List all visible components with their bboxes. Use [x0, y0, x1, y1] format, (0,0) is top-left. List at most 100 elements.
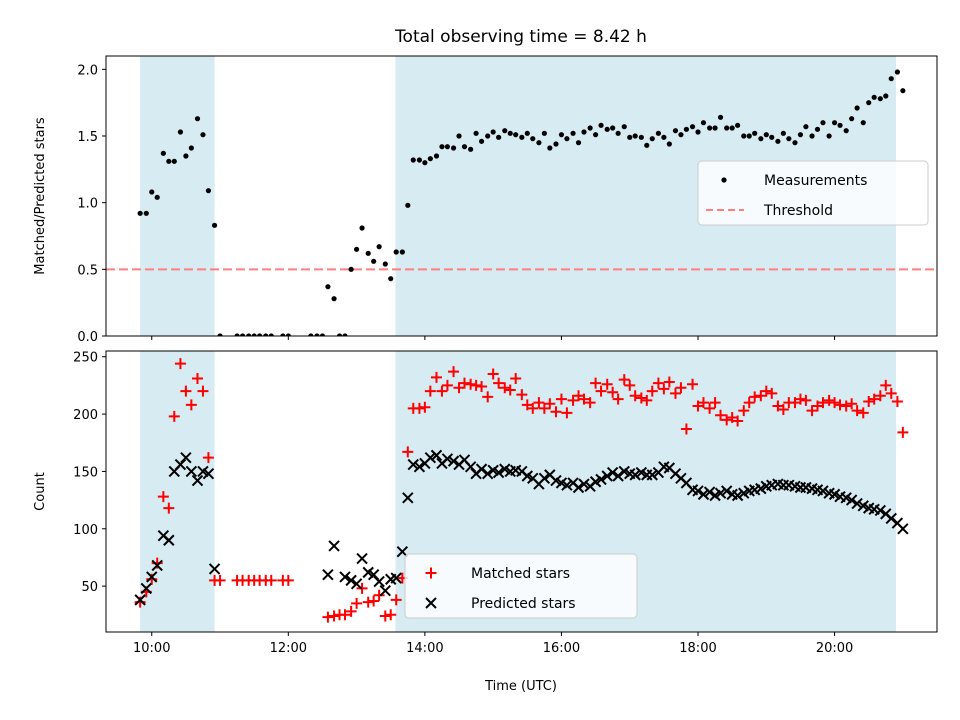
- data-point: [578, 393, 590, 405]
- data-point: [214, 574, 226, 586]
- data-point: [885, 512, 897, 525]
- data-point: [524, 130, 530, 136]
- data-point: [180, 451, 192, 464]
- data-point: [738, 405, 750, 417]
- data-point: [604, 126, 610, 132]
- data-point: [578, 478, 590, 490]
- data-point: [541, 130, 547, 136]
- data-point: [458, 377, 470, 389]
- data-point: [735, 122, 741, 128]
- data-point: [359, 225, 365, 231]
- data-point: [444, 144, 451, 150]
- data-point: [379, 610, 391, 622]
- data-point: [168, 410, 180, 422]
- data-point: [194, 116, 201, 122]
- data-point: [885, 387, 897, 399]
- data-point: [465, 378, 477, 390]
- data-point: [171, 158, 177, 164]
- data-point: [687, 378, 699, 390]
- data-point: [430, 371, 442, 383]
- data-point: [263, 333, 269, 336]
- data-point: [606, 466, 619, 479]
- legend: Measurements Threshold: [697, 160, 929, 226]
- data-point: [163, 534, 175, 546]
- data-point: [441, 453, 454, 465]
- data-point: [424, 385, 436, 397]
- legend: Matched stars Predicted stars: [404, 553, 638, 619]
- data-point: [712, 125, 718, 131]
- data-point: [185, 465, 198, 478]
- data-point: [388, 276, 394, 282]
- x-tick-label: 20:00: [816, 641, 853, 656]
- data-point: [174, 358, 186, 370]
- bottom-panel-counts: 50 100 150 200 250 10:00 12:00 14:00 16:00 18:00 2…: [33, 350, 938, 656]
- data-point: [829, 397, 841, 409]
- data-point: [817, 485, 829, 497]
- data-point: [732, 415, 744, 427]
- data-point: [217, 333, 223, 336]
- data-point: [530, 136, 536, 142]
- data-point: [379, 585, 391, 597]
- data-point: [448, 366, 460, 378]
- data-point: [672, 128, 679, 134]
- data-point: [715, 409, 727, 421]
- data-point: [809, 133, 815, 139]
- axes-frame: [105, 350, 938, 633]
- data-point: [663, 376, 675, 388]
- data-point: [402, 492, 414, 504]
- data-point: [854, 105, 860, 111]
- data-point: [322, 611, 334, 623]
- legend-label: Matched stars: [471, 566, 570, 582]
- data-point: [441, 379, 453, 391]
- data-point: [652, 377, 664, 389]
- data-point: [797, 132, 804, 138]
- data-point: [485, 133, 491, 139]
- axes-frame: [105, 55, 938, 337]
- data-point: [353, 246, 360, 252]
- x-tick-label: 18:00: [679, 641, 716, 656]
- data-point: [351, 597, 363, 609]
- data-point: [373, 575, 385, 588]
- data-point: [703, 486, 716, 498]
- data-point: [328, 540, 340, 552]
- data-point: [456, 133, 462, 139]
- data-point: [758, 136, 764, 142]
- data-point: [516, 389, 528, 401]
- data-point: [692, 485, 704, 497]
- data-point: [527, 402, 539, 414]
- data-point: [202, 468, 215, 480]
- data-point: [777, 403, 789, 415]
- data-point: [185, 399, 197, 411]
- data-point: [308, 333, 314, 336]
- data-point: [803, 124, 809, 130]
- data-point: [146, 571, 158, 583]
- data-point: [331, 296, 337, 302]
- data-point: [794, 393, 806, 405]
- data-point: [191, 474, 204, 487]
- data-point: [436, 385, 448, 397]
- data-point: [644, 142, 650, 148]
- legend-marker: [721, 177, 727, 183]
- data-point: [555, 393, 567, 405]
- data-point: [246, 333, 252, 336]
- data-point: [760, 385, 772, 397]
- data-point: [427, 156, 433, 162]
- data-point: [697, 488, 710, 501]
- data-point: [731, 489, 744, 502]
- y-tick-label: 50: [81, 580, 98, 595]
- chart-title: Total observing time = 8.42 h: [394, 27, 647, 47]
- data-point: [478, 138, 485, 144]
- data-point: [137, 210, 143, 216]
- data-point: [433, 153, 440, 159]
- data-point: [826, 133, 832, 139]
- data-point: [536, 140, 542, 146]
- data-point: [390, 594, 402, 606]
- data-point: [584, 397, 596, 409]
- y-tick-label: 0.5: [77, 263, 98, 278]
- data-point: [675, 382, 687, 394]
- data-point: [612, 470, 624, 482]
- data-point: [704, 402, 716, 414]
- data-point: [624, 379, 636, 391]
- data-point: [510, 373, 522, 385]
- data-point: [595, 385, 607, 397]
